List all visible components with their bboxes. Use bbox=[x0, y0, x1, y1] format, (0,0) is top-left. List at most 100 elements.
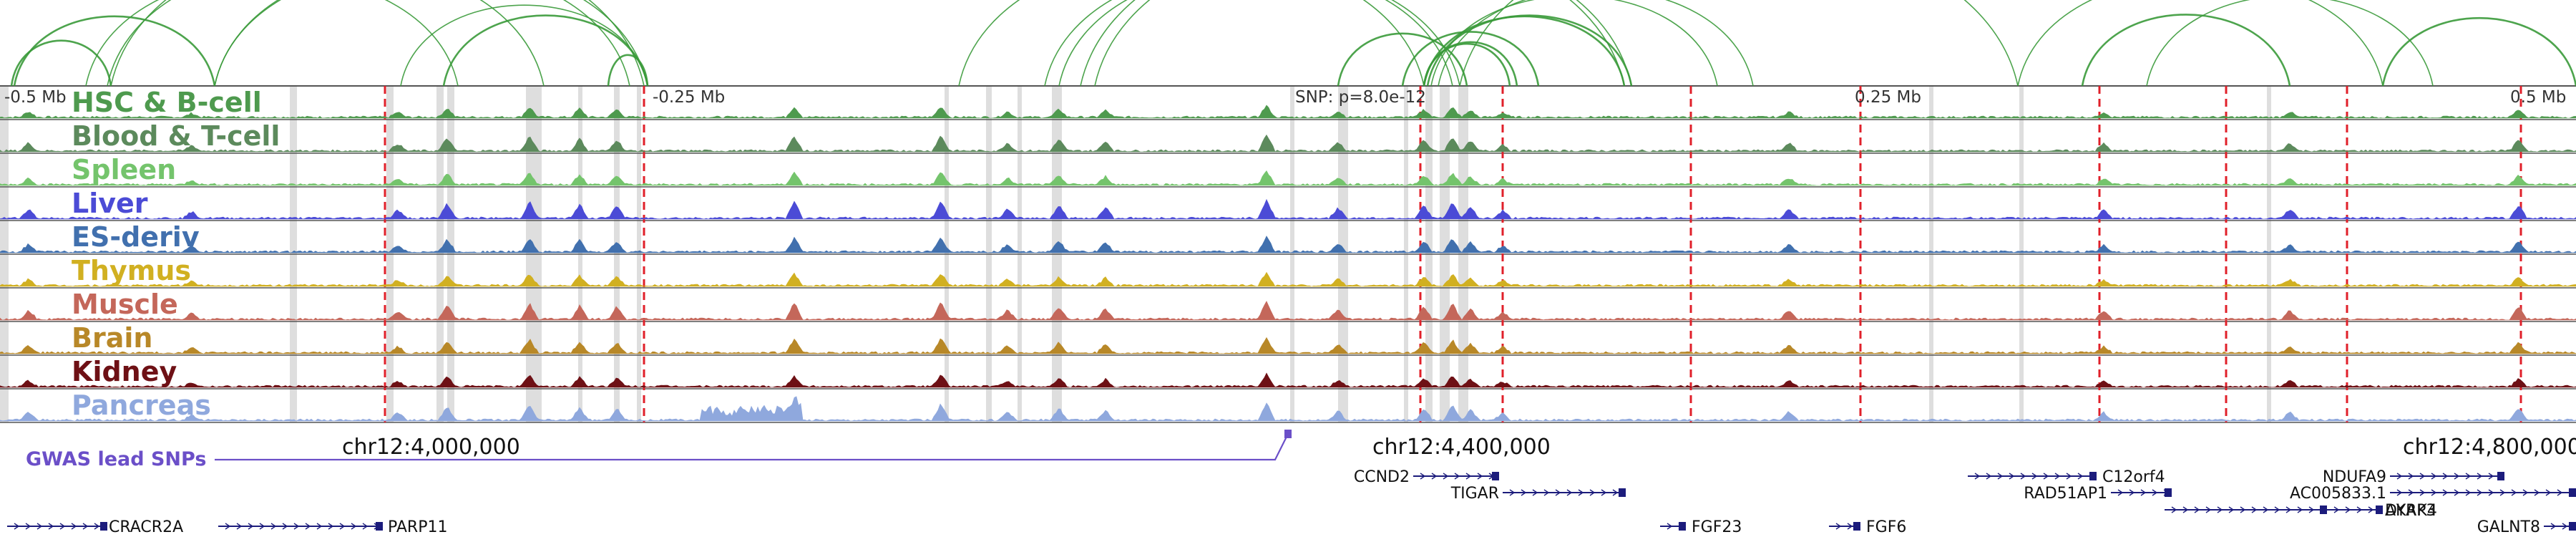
loop-arc-17 bbox=[1423, 15, 1626, 87]
gene-exon-0 bbox=[100, 522, 107, 531]
gene-strand-mark-2 bbox=[1477, 473, 1483, 480]
gene-strand-mark-10 bbox=[2419, 473, 2426, 480]
signal-track-3 bbox=[0, 198, 2576, 220]
gene-strand-mark-4 bbox=[1667, 523, 1673, 530]
gene-strand-mark-2 bbox=[1465, 473, 1472, 480]
scale-label-2: SNP: p=8.0e-12 bbox=[1295, 88, 1426, 107]
gene-strand-mark-8 bbox=[2263, 506, 2269, 513]
gene-strand-mark-11 bbox=[2465, 489, 2472, 496]
signal-track-2 bbox=[0, 170, 2576, 186]
gene-strand-mark-1 bbox=[328, 523, 334, 530]
gene-exon-6 bbox=[2089, 472, 2097, 480]
gene-label-11: AC005833.1 bbox=[2290, 485, 2386, 503]
track-label-3: Liver bbox=[72, 188, 148, 219]
gene-strand-mark-5 bbox=[1835, 523, 1842, 530]
gwas-connector bbox=[215, 433, 1289, 461]
gene-strand-mark-8 bbox=[2205, 506, 2212, 513]
track-label-1: Blood & T-cell bbox=[72, 120, 280, 152]
gene-label-4: FGF23 bbox=[1692, 518, 1742, 536]
track-label-9: Pancreas bbox=[72, 390, 211, 421]
gene-strand-mark-0 bbox=[48, 523, 54, 530]
gene-label-1: PARP11 bbox=[388, 518, 447, 536]
gene-strand-mark-8 bbox=[2217, 506, 2223, 513]
gene-strand-mark-1 bbox=[305, 523, 311, 530]
gene-strand-mark-10 bbox=[2465, 473, 2472, 480]
gene-strand-mark-1 bbox=[236, 523, 243, 530]
signal-track-8 bbox=[0, 372, 2576, 388]
gene-strand-mark-9 bbox=[2368, 506, 2374, 513]
loop-arc-25 bbox=[2381, 16, 2576, 87]
gene-exon-8 bbox=[2320, 505, 2327, 514]
track-label-6: Muscle bbox=[72, 289, 178, 320]
gene-strand-mark-9 bbox=[2356, 506, 2363, 513]
gene-strand-mark-8 bbox=[2228, 506, 2235, 513]
gene-strand-mark-5 bbox=[1847, 523, 1853, 530]
background-layer bbox=[0, 85, 2576, 423]
signal-track-4 bbox=[0, 236, 2576, 253]
loop-arc-14 bbox=[1094, 0, 1632, 87]
loop-arc-10 bbox=[958, 0, 1425, 87]
gene-strand-mark-6 bbox=[2054, 473, 2061, 480]
gene-strand-mark-0 bbox=[82, 523, 89, 530]
gene-label-12: GALNT8 bbox=[2477, 518, 2540, 536]
gene-label-3: TIGAR bbox=[1450, 485, 1499, 503]
gene-strand-mark-3 bbox=[1589, 489, 1596, 496]
gene-strand-mark-1 bbox=[225, 523, 231, 530]
gwas-track: GWAS lead SNPs bbox=[26, 430, 1292, 470]
gene-track: chr12:4,000,000 chr12:4,400,000 chr12:4,80… bbox=[7, 435, 2576, 536]
gene-strand-mark-3 bbox=[1555, 489, 1561, 496]
gene-strand-mark-11 bbox=[2442, 489, 2449, 496]
gene-label-7: RAD51AP1 bbox=[2024, 485, 2107, 503]
coordinate-label-0: chr12:4,000,000 bbox=[342, 435, 520, 460]
gene-strand-mark-9 bbox=[2345, 506, 2351, 513]
gene-strand-mark-3 bbox=[1543, 489, 1550, 496]
gene-strand-mark-11 bbox=[2408, 489, 2414, 496]
gene-strand-mark-8 bbox=[2274, 506, 2280, 513]
gene-strand-mark-6 bbox=[1974, 473, 1981, 480]
loop-arc-11 bbox=[1044, 0, 1453, 87]
gene-strand-mark-6 bbox=[2020, 473, 2026, 480]
loop-arc-21 bbox=[1459, 0, 2019, 87]
gene-strand-mark-1 bbox=[351, 523, 357, 530]
gene-strand-mark-11 bbox=[2511, 489, 2517, 496]
gene-strand-mark-10 bbox=[2442, 473, 2449, 480]
gene-strand-mark-7 bbox=[2152, 489, 2158, 496]
loop-arc-24 bbox=[2146, 0, 2434, 87]
gene-exon-3 bbox=[1619, 488, 1626, 497]
gene-strand-mark-2 bbox=[1431, 473, 1438, 480]
gene-strand-mark-6 bbox=[2009, 473, 2015, 480]
gene-strand-mark-11 bbox=[2488, 489, 2494, 496]
gwas-lead-snp-mark bbox=[1284, 430, 1292, 438]
track-label-4: ES-deriv bbox=[72, 221, 200, 253]
gene-exon-4 bbox=[1679, 522, 1686, 531]
signal-track-0 bbox=[0, 105, 2576, 119]
loop-arc-20 bbox=[1438, 0, 1754, 87]
loop-arc-8 bbox=[442, 14, 649, 87]
gene-strand-mark-8 bbox=[2240, 506, 2246, 513]
gene-strand-mark-0 bbox=[25, 523, 31, 530]
gene-exon-9 bbox=[2376, 505, 2383, 514]
gene-label-5: FGF6 bbox=[1866, 518, 1906, 536]
track-label-8: Kidney bbox=[72, 356, 177, 387]
gene-strand-mark-0 bbox=[94, 523, 100, 530]
gene-strand-mark-7 bbox=[2129, 489, 2135, 496]
gene-exon-10 bbox=[2497, 472, 2504, 480]
loop-arc-12 bbox=[1058, 0, 1460, 87]
loop-arc-3 bbox=[107, 0, 545, 87]
gene-strand-mark-9 bbox=[2333, 506, 2340, 513]
track-label-5: Thymus bbox=[72, 255, 191, 286]
gene-strand-mark-1 bbox=[316, 523, 323, 530]
coordinate-label-2: chr12:4,800,000 bbox=[2403, 435, 2576, 460]
signal-track-6 bbox=[0, 301, 2576, 321]
signal-tracks bbox=[0, 105, 2576, 422]
gene-strand-mark-3 bbox=[1509, 489, 1516, 496]
gene-label-9: AKAP3 bbox=[2385, 502, 2436, 520]
gene-strand-mark-10 bbox=[2488, 473, 2494, 480]
track-label-2: Spleen bbox=[72, 154, 176, 185]
gene-strand-mark-10 bbox=[2454, 473, 2460, 480]
gene-strand-mark-6 bbox=[2031, 473, 2038, 480]
gene-strand-mark-2 bbox=[1454, 473, 1460, 480]
gene-exon-2 bbox=[1492, 472, 1499, 480]
